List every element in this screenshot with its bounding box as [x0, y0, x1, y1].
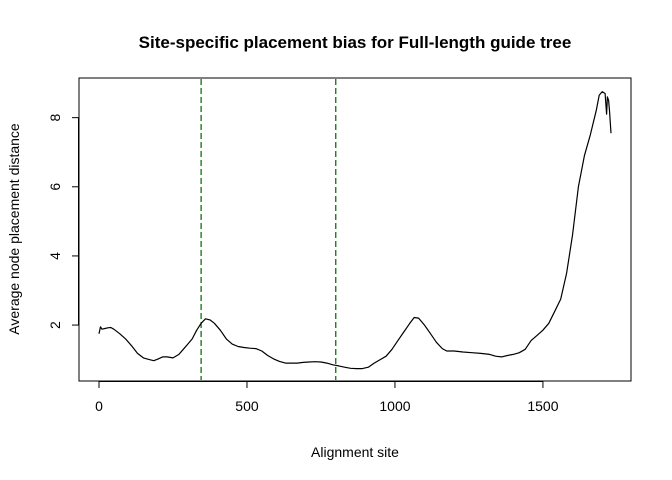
- x-axis-label: Alignment site: [311, 444, 399, 460]
- y-tick-label: 8: [47, 114, 63, 122]
- series-line: [98, 91, 612, 370]
- x-tick-label: 1000: [379, 398, 410, 414]
- chart-title: Site-specific placement bias for Full-le…: [139, 33, 572, 52]
- x-tick-label: 0: [95, 398, 103, 414]
- y-axis-label: Average node placement distance: [6, 123, 22, 335]
- y-tick-label: 6: [47, 183, 63, 191]
- plot-area: 0 500 1000 1500 2 4 6 8: [47, 77, 632, 414]
- y-tick-label: 2: [47, 321, 63, 329]
- x-tick-label: 1500: [527, 398, 558, 414]
- y-tick-label: 4: [47, 252, 63, 260]
- x-tick-label: 500: [235, 398, 259, 414]
- plot-frame: [78, 77, 632, 382]
